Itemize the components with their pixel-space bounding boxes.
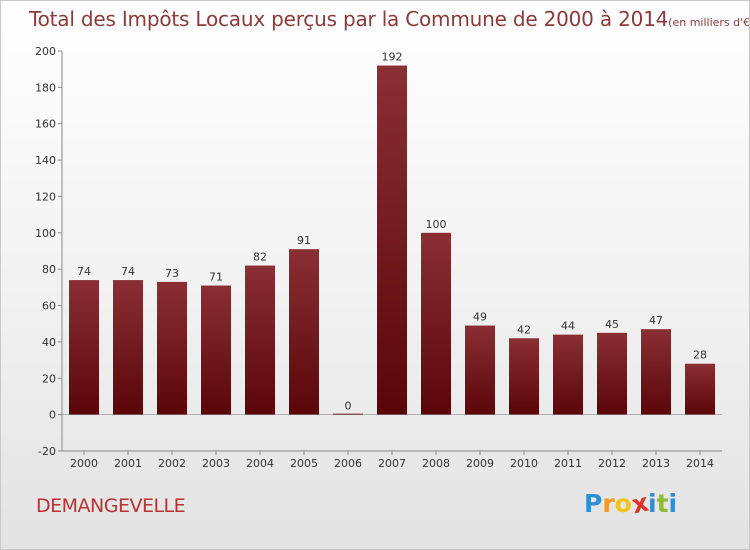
x-tick-label-2014: 2014 xyxy=(686,457,714,470)
x-tick-label-2011: 2011 xyxy=(554,457,582,470)
y-tick-label: 140 xyxy=(35,154,56,167)
x-tick-label-2007: 2007 xyxy=(378,457,406,470)
logo-letter: t xyxy=(656,489,669,518)
x-tick-label-2002: 2002 xyxy=(158,457,186,470)
value-label-2009: 49 xyxy=(473,311,487,324)
value-label-2004: 82 xyxy=(253,251,267,264)
x-tick-label-2012: 2012 xyxy=(598,457,626,470)
value-label-2014: 28 xyxy=(693,349,707,362)
bar-2010 xyxy=(509,338,539,415)
bar-2008 xyxy=(421,232,451,415)
commune-name: DEMANGEVELLE xyxy=(36,495,186,517)
value-label-2007: 192 xyxy=(382,51,403,64)
y-tick-label: 160 xyxy=(35,118,56,131)
value-label-2008: 100 xyxy=(426,218,447,231)
bar-2009 xyxy=(465,325,495,415)
value-label-2002: 73 xyxy=(165,267,179,280)
y-tick-label: 100 xyxy=(35,227,56,240)
chart-title: Total des Impôts Locaux perçus par la Co… xyxy=(29,7,669,31)
value-label-2006: 0 xyxy=(345,400,352,413)
value-label-2005: 91 xyxy=(297,234,311,247)
x-tick-label-2013: 2013 xyxy=(642,457,670,470)
logo-letter: P xyxy=(584,489,603,518)
x-tick-label-2010: 2010 xyxy=(510,457,538,470)
x-tick-label-2005: 2005 xyxy=(290,457,318,470)
x-tick-label-2009: 2009 xyxy=(466,457,494,470)
bar-2007 xyxy=(377,65,407,415)
bar-2014 xyxy=(685,363,715,415)
logo-letter: o xyxy=(614,489,632,518)
x-tick-label-2001: 2001 xyxy=(114,457,142,470)
y-tick-label: 20 xyxy=(42,372,56,385)
value-label-2013: 47 xyxy=(649,314,663,327)
y-tick-label: 180 xyxy=(35,81,56,94)
x-tick-label-2000: 2000 xyxy=(70,457,98,470)
value-label-2010: 42 xyxy=(517,323,531,336)
bar-2004 xyxy=(245,265,275,415)
logo-letter: i xyxy=(648,489,657,518)
y-tick-label: -20 xyxy=(38,445,56,458)
value-label-2003: 71 xyxy=(209,271,223,284)
y-tick-label: 0 xyxy=(49,409,56,422)
x-tick-label-2004: 2004 xyxy=(246,457,274,470)
bar-2006 xyxy=(333,413,363,415)
chart-title-block: Total des Impôts Locaux perçus par la Co… xyxy=(29,7,750,31)
bar-2000 xyxy=(69,280,99,415)
x-tick-label-2008: 2008 xyxy=(422,457,450,470)
x-tick-label-2006: 2006 xyxy=(334,457,362,470)
chart-unit-note: (en milliers d'€) xyxy=(668,16,750,29)
bar-2005 xyxy=(289,249,319,415)
x-tick-label-2003: 2003 xyxy=(202,457,230,470)
bar-2011 xyxy=(553,334,583,415)
value-label-2011: 44 xyxy=(561,320,575,333)
value-label-2001: 74 xyxy=(121,265,135,278)
y-tick-label: 120 xyxy=(35,190,56,203)
bar-2003 xyxy=(201,285,231,415)
bar-2012 xyxy=(597,332,627,415)
proxiti-logo: Proxiti xyxy=(584,488,678,520)
bar-2013 xyxy=(641,329,671,415)
logo-letter: i xyxy=(668,489,678,518)
value-label-2000: 74 xyxy=(77,265,91,278)
y-tick-label: 60 xyxy=(42,300,56,313)
value-label-2012: 45 xyxy=(605,318,619,331)
y-tick-label: 80 xyxy=(42,263,56,276)
logo-letter: r xyxy=(602,489,615,518)
bar-2001 xyxy=(113,280,143,415)
bar-2002 xyxy=(157,281,187,415)
y-tick-label: 200 xyxy=(35,45,56,58)
y-tick-label: 40 xyxy=(42,336,56,349)
